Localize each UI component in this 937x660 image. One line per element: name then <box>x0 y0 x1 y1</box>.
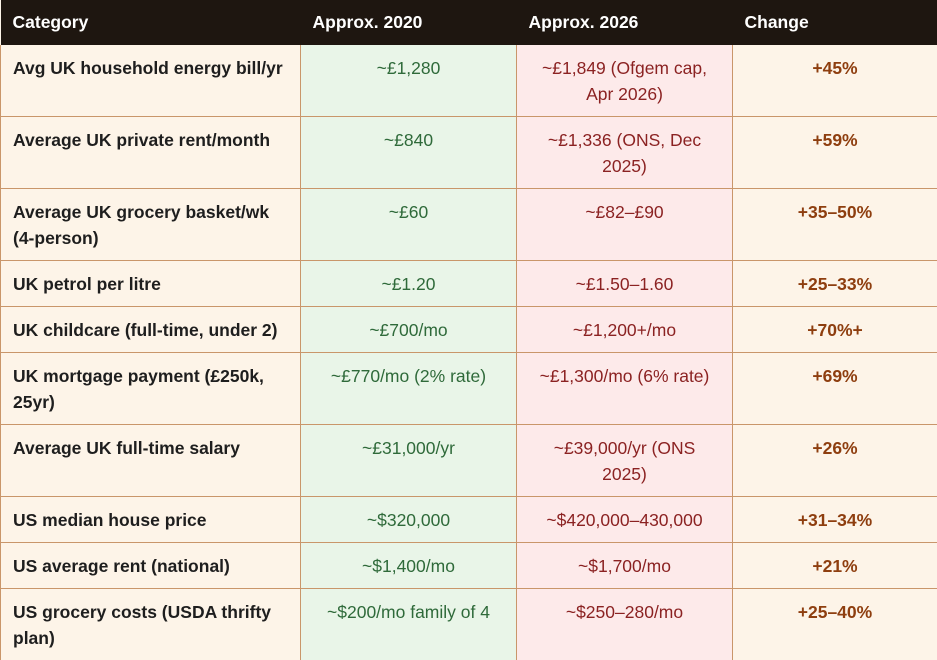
table-row: UK childcare (full-time, under 2) ~£700/… <box>1 307 937 353</box>
category-cell: UK childcare (full-time, under 2) <box>1 307 301 353</box>
change-cell: +45% <box>733 45 937 117</box>
table-row: Average UK private rent/month ~£840 ~£1,… <box>1 117 937 189</box>
change-cell: +31–34% <box>733 497 937 543</box>
value-2020-cell: ~£770/mo (2% rate) <box>301 353 517 425</box>
change-cell: +35–50% <box>733 189 937 261</box>
value-2026-cell: ~£1,336 (ONS, Dec 2025) <box>517 117 733 189</box>
value-2026-cell: ~$250–280/mo <box>517 589 733 660</box>
change-cell: +25–40% <box>733 589 937 660</box>
value-2020-cell: ~£1.20 <box>301 261 517 307</box>
category-cell: US average rent (national) <box>1 543 301 589</box>
category-cell: Average UK full-time salary <box>1 425 301 497</box>
value-2020-cell: ~£60 <box>301 189 517 261</box>
table-row: Average UK full-time salary ~£31,000/yr … <box>1 425 937 497</box>
header-2020: Approx. 2020 <box>301 0 517 45</box>
table-body: Avg UK household energy bill/yr ~£1,280 … <box>1 45 937 660</box>
value-2020-cell: ~£1,280 <box>301 45 517 117</box>
change-cell: +26% <box>733 425 937 497</box>
value-2020-cell: ~$200/mo family of 4 <box>301 589 517 660</box>
category-cell: US median house price <box>1 497 301 543</box>
value-2026-cell: ~$1,700/mo <box>517 543 733 589</box>
value-2026-cell: ~$420,000–430,000 <box>517 497 733 543</box>
category-cell: Avg UK household energy bill/yr <box>1 45 301 117</box>
value-2026-cell: ~£82–£90 <box>517 189 733 261</box>
change-cell: +59% <box>733 117 937 189</box>
table-row: UK petrol per litre ~£1.20 ~£1.50–1.60 +… <box>1 261 937 307</box>
category-cell: UK mortgage payment (£250k, 25yr) <box>1 353 301 425</box>
category-cell: US grocery costs (USDA thrifty plan) <box>1 589 301 660</box>
table-header: Category Approx. 2020 Approx. 2026 Chang… <box>1 0 937 45</box>
value-2020-cell: ~£31,000/yr <box>301 425 517 497</box>
category-cell: UK petrol per litre <box>1 261 301 307</box>
change-cell: +70%+ <box>733 307 937 353</box>
table-row: US average rent (national) ~$1,400/mo ~$… <box>1 543 937 589</box>
header-category: Category <box>1 0 301 45</box>
value-2026-cell: ~£39,000/yr (ONS 2025) <box>517 425 733 497</box>
value-2026-cell: ~£1,200+/mo <box>517 307 733 353</box>
header-change: Change <box>733 0 937 45</box>
category-cell: Average UK private rent/month <box>1 117 301 189</box>
table-row: US median house price ~$320,000 ~$420,00… <box>1 497 937 543</box>
change-cell: +25–33% <box>733 261 937 307</box>
header-2026: Approx. 2026 <box>517 0 733 45</box>
header-row: Category Approx. 2020 Approx. 2026 Chang… <box>1 0 937 45</box>
value-2026-cell: ~£1.50–1.60 <box>517 261 733 307</box>
value-2020-cell: ~£840 <box>301 117 517 189</box>
change-cell: +21% <box>733 543 937 589</box>
table-row: Average UK grocery basket/wk (4-person) … <box>1 189 937 261</box>
value-2020-cell: ~$320,000 <box>301 497 517 543</box>
value-2026-cell: ~£1,849 (Ofgem cap, Apr 2026) <box>517 45 733 117</box>
table-row: Avg UK household energy bill/yr ~£1,280 … <box>1 45 937 117</box>
table-row: UK mortgage payment (£250k, 25yr) ~£770/… <box>1 353 937 425</box>
value-2026-cell: ~£1,300/mo (6% rate) <box>517 353 733 425</box>
category-cell: Average UK grocery basket/wk (4-person) <box>1 189 301 261</box>
value-2020-cell: ~$1,400/mo <box>301 543 517 589</box>
table-row: US grocery costs (USDA thrifty plan) ~$2… <box>1 589 937 660</box>
value-2020-cell: ~£700/mo <box>301 307 517 353</box>
change-cell: +69% <box>733 353 937 425</box>
